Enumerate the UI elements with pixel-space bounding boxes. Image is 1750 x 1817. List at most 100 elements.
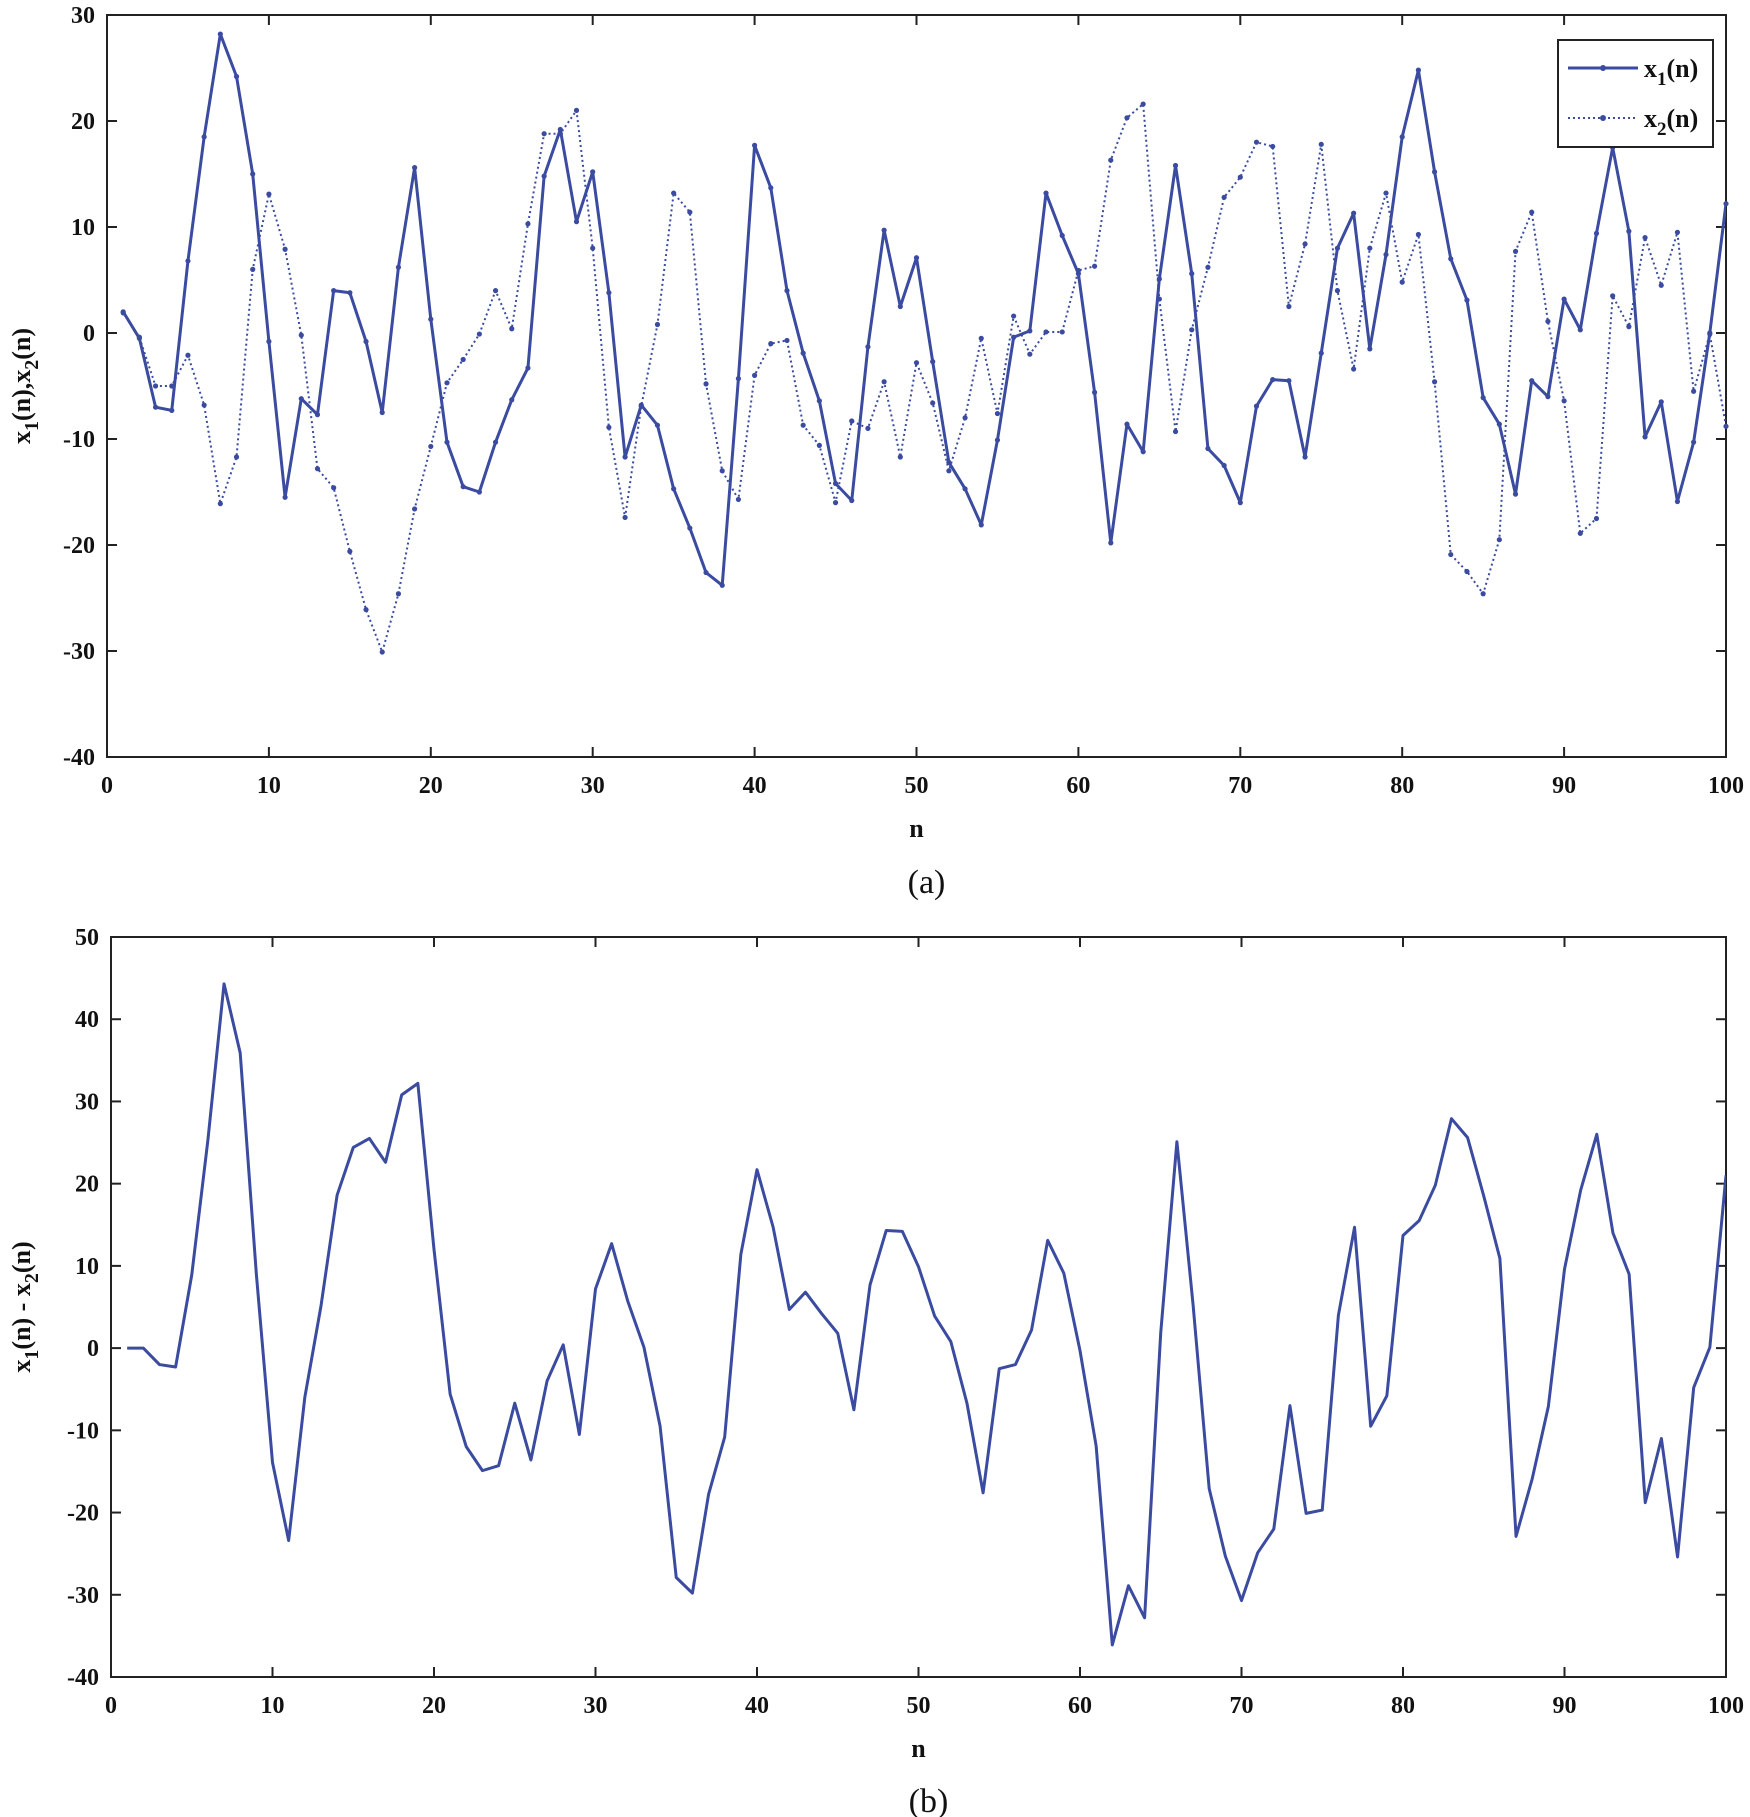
data-point <box>930 400 936 406</box>
x-tick-label: 20 <box>422 1693 446 1719</box>
data-point <box>1302 241 1308 247</box>
data-point <box>1480 591 1486 597</box>
x-tick-label: 100 <box>1708 773 1744 799</box>
y-tick-label: -10 <box>67 1418 99 1444</box>
data-point <box>379 649 385 655</box>
data-point <box>1577 327 1583 333</box>
data-point <box>169 407 175 413</box>
data-point <box>752 142 758 148</box>
data-point <box>314 412 321 418</box>
data-point <box>541 131 547 137</box>
data-point <box>638 403 644 409</box>
data-point <box>703 381 709 387</box>
data-point <box>1140 449 1146 455</box>
plot-frame <box>110 936 1727 1678</box>
data-point <box>1027 328 1033 334</box>
data-point <box>1399 134 1405 140</box>
data-point <box>217 31 223 37</box>
data-point <box>185 258 191 264</box>
y-axis-label: x1(n) - x2(n) <box>7 1241 43 1372</box>
data-point <box>849 418 855 424</box>
data-point <box>331 485 337 491</box>
data-point <box>492 439 499 445</box>
y-tick-label: 20 <box>75 1172 99 1198</box>
data-point <box>298 332 304 338</box>
data-point <box>1253 403 1260 409</box>
data-point <box>1156 296 1162 302</box>
data-point <box>930 359 936 365</box>
data-point <box>1674 229 1681 235</box>
x-tick-label: 90 <box>1553 1693 1577 1719</box>
data-point <box>719 468 725 474</box>
data-point <box>379 409 385 416</box>
data-point <box>1205 264 1211 270</box>
x-tick-label: 60 <box>1068 1693 1092 1719</box>
legend-marker <box>1600 115 1606 121</box>
data-point <box>1496 537 1502 543</box>
data-point <box>897 454 903 460</box>
data-point <box>654 321 661 328</box>
data-point <box>573 107 580 113</box>
x-tick-label: 0 <box>101 773 113 799</box>
data-point <box>282 494 288 500</box>
data-point <box>1431 169 1438 175</box>
data-point <box>1221 194 1227 200</box>
x-tick-label: 10 <box>261 1693 285 1719</box>
y-tick-label: -30 <box>63 639 95 665</box>
data-point <box>687 209 693 215</box>
data-point <box>1351 210 1357 216</box>
data-point <box>1545 318 1551 324</box>
data-point <box>1642 235 1648 241</box>
data-point <box>1237 500 1243 506</box>
data-point <box>1172 428 1179 435</box>
legend: x1(n) x2(n) <box>1557 39 1714 148</box>
y-tick-label: -20 <box>67 1501 99 1527</box>
data-point <box>1383 190 1389 196</box>
data-point <box>800 350 806 356</box>
plot-frame <box>106 14 1727 758</box>
data-point <box>1415 231 1421 238</box>
data-point <box>735 496 742 503</box>
data-point <box>1091 263 1098 269</box>
x-tick-label: 40 <box>743 773 767 799</box>
data-point <box>784 288 790 294</box>
data-point <box>395 264 402 270</box>
y-tick-label: 40 <box>75 1007 99 1033</box>
data-point <box>671 190 677 196</box>
data-point <box>1707 331 1713 337</box>
data-point <box>509 397 515 403</box>
data-point <box>1351 366 1357 372</box>
legend-box <box>1557 39 1714 148</box>
data-point <box>1658 282 1664 288</box>
data-point <box>978 335 984 341</box>
series-line-x1n <box>121 32 1726 587</box>
data-point <box>606 424 612 430</box>
data-point <box>460 356 466 363</box>
data-point <box>250 171 256 177</box>
legend-entry: x2(n) <box>1644 104 1698 140</box>
data-point <box>233 73 240 80</box>
data-point <box>1610 293 1616 299</box>
data-point <box>832 480 839 487</box>
data-point <box>1561 296 1567 302</box>
data-point <box>557 131 563 137</box>
x-tick-label: 80 <box>1390 773 1414 799</box>
data-point <box>1091 389 1098 395</box>
data-point <box>1221 462 1227 469</box>
data-point <box>395 591 402 597</box>
data-point <box>752 372 758 378</box>
data-point <box>1270 143 1276 150</box>
data-point <box>347 290 353 296</box>
data-point <box>250 266 256 272</box>
y-tick-label: -40 <box>67 1665 99 1691</box>
data-point <box>622 514 628 521</box>
data-point <box>557 126 563 133</box>
data-point <box>865 344 871 350</box>
data-point <box>1399 279 1405 285</box>
data-point <box>1691 439 1697 445</box>
series-line-diff <box>127 982 1726 1647</box>
data-point <box>1011 313 1017 319</box>
data-point <box>784 337 790 344</box>
data-point <box>233 454 240 460</box>
x-tick-label: 30 <box>581 773 605 799</box>
